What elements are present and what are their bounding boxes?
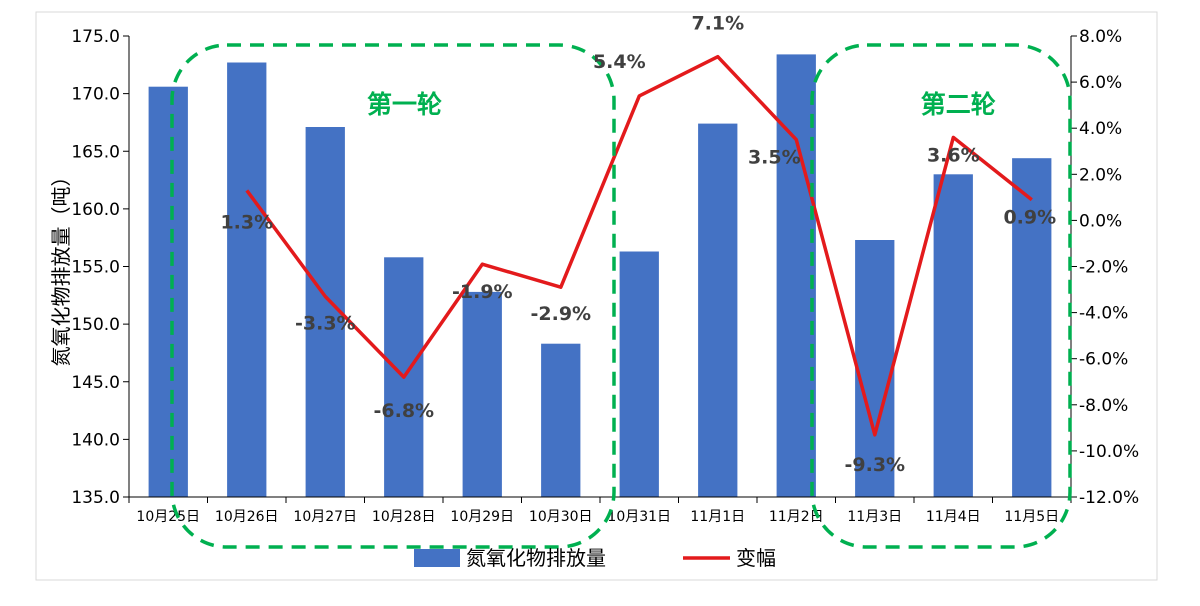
y2-tick-label: -12.0%: [1079, 488, 1139, 508]
y-tick-label: 135.0: [71, 488, 120, 508]
y2-tick-label: -2.0%: [1079, 258, 1128, 278]
round-label-2: 第二轮: [921, 90, 996, 119]
y2-tick-label: -4.0%: [1079, 304, 1128, 324]
legend-label-bar: 氮氧化物排放量: [466, 546, 606, 570]
x-tick-label: 10月31日: [607, 509, 671, 525]
bar-10月29日: [462, 291, 502, 497]
bar-11月2日: [776, 54, 816, 498]
bar-10月25日: [148, 86, 188, 497]
y-tick-label: 160.0: [71, 200, 120, 220]
line-layer: [245, 54, 1033, 437]
data-label-10月31日: 5.4%: [593, 51, 646, 73]
y2-tick-label: 6.0%: [1079, 73, 1122, 93]
data-label-11月5日: 0.9%: [1003, 207, 1056, 229]
legend: 氮氧化物排放量 变幅: [414, 546, 776, 570]
data-labels-layer: 1.3% -3.3% -6.8% -1.9% -2.9% 5.4% 7.1% 3.5% -9.3…: [220, 13, 1056, 476]
y2-tick-label: -6.0%: [1079, 350, 1128, 370]
bar-10月31日: [619, 251, 659, 497]
y-tick-label: 175.0: [71, 27, 120, 47]
x-tick-label: 10月30日: [529, 509, 593, 525]
y-tick-label: 140.0: [71, 430, 120, 450]
x-tick-label: 10月28日: [372, 509, 436, 525]
bar-10月26日: [227, 62, 267, 497]
y-tick-label: 155.0: [71, 258, 120, 278]
x-tick-label: 10月25日: [136, 509, 200, 525]
axes-layer: 175.0 170.0 165.0 160.0 155.0 150.0 145.0 140.0…: [49, 27, 1139, 525]
bar-11月5日: [1012, 158, 1052, 497]
y2-tick-label: -8.0%: [1079, 396, 1128, 416]
y2-tick-label: 8.0%: [1079, 27, 1122, 47]
annotation-layer: 第一轮 第二轮: [170, 43, 1072, 549]
x-tick-label: 11月2日: [769, 509, 824, 525]
bar-11月4日: [933, 174, 973, 498]
y2-tick-label: 0.0%: [1079, 211, 1122, 231]
x-tick-label: 11月3日: [847, 509, 902, 525]
y-tick-label: 145.0: [71, 373, 120, 393]
bar-10月30日: [541, 343, 581, 497]
x-tick-label: 10月26日: [215, 509, 279, 525]
data-label-10月27日: -3.3%: [295, 313, 356, 335]
data-label-11月2日: 3.5%: [748, 147, 801, 169]
round-label-1: 第一轮: [367, 90, 442, 119]
data-label-10月26日: 1.3%: [220, 211, 273, 233]
bar-11月1日: [698, 123, 738, 497]
x-tick-label: 11月4日: [926, 509, 981, 525]
change-rate-line: [245, 54, 1033, 437]
data-label-10月28日: -6.8%: [374, 400, 435, 422]
data-label-10月30日: -2.9%: [531, 303, 592, 325]
x-tick-label: 11月1日: [690, 509, 745, 525]
y-tick-label: 170.0: [71, 85, 120, 105]
data-label-11月4日: 3.6%: [927, 144, 980, 166]
y2-tick-label: 2.0%: [1079, 165, 1122, 185]
y-axis-title: 氮氧化物排放量（吨）: [49, 167, 73, 367]
y-tick-label: 165.0: [71, 142, 120, 162]
data-label-11月1日: 7.1%: [691, 13, 744, 35]
round-box-1: [170, 43, 616, 549]
data-label-10月29日: -1.9%: [452, 281, 513, 303]
y2-tick-label: 4.0%: [1079, 119, 1122, 139]
bar-11月3日: [855, 240, 895, 497]
y2-tick-label: -10.0%: [1079, 442, 1139, 462]
round-box-2: [810, 43, 1072, 549]
x-tick-label: 10月27日: [293, 509, 357, 525]
legend-swatch-bar: [414, 549, 460, 567]
data-label-11月3日: -9.3%: [845, 454, 906, 476]
x-tick-label: 11月5日: [1004, 509, 1059, 525]
legend-label-line: 变幅: [736, 546, 776, 570]
x-tick-label: 10月29日: [450, 509, 514, 525]
y-tick-label: 150.0: [71, 315, 120, 335]
bars-layer: [148, 54, 1052, 498]
